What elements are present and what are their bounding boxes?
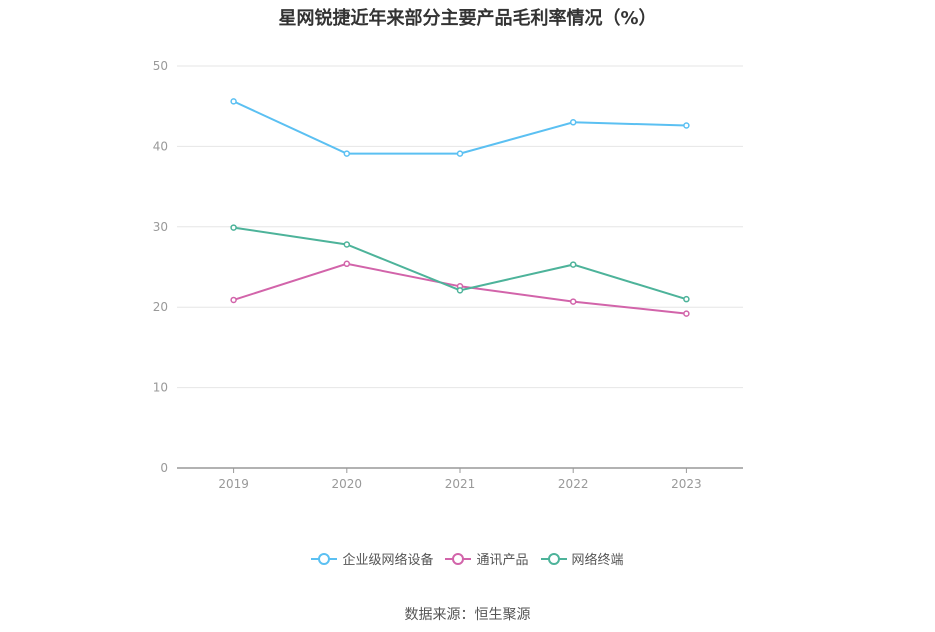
grid-lines (177, 65, 743, 389)
legend-item-1[interactable]: 企业级网络设备 (311, 549, 433, 568)
data-point (230, 224, 237, 231)
series-lines (230, 98, 690, 317)
data-point (683, 310, 690, 317)
legend-marker-icon (311, 552, 338, 565)
data-point (343, 260, 351, 268)
legend-label: 通讯产品 (476, 553, 529, 568)
y-axis-ticks: 0 10 20 30 40 50 (153, 59, 168, 475)
x-tick-label: 2023 (671, 477, 702, 491)
legend-item-3[interactable]: 网络终端 (540, 549, 624, 568)
data-point (343, 241, 351, 248)
y-tick-label: 50 (153, 59, 168, 73)
legend-label: 企业级网络设备 (342, 553, 434, 568)
legend-marker-icon (445, 552, 472, 565)
data-point (456, 287, 464, 294)
legend-marker-icon (540, 552, 567, 565)
y-tick-label: 0 (160, 461, 168, 475)
legend-label: 网络终端 (571, 553, 624, 568)
x-tick-label: 2019 (218, 477, 249, 491)
chart-title: 星网锐捷近年来部分主要产品毛利率情况（%） (278, 8, 657, 29)
data-point (569, 119, 577, 126)
series-line-1 (233, 100, 687, 155)
y-tick-label: 30 (153, 220, 168, 234)
data-point (343, 150, 351, 157)
data-point (230, 98, 237, 105)
data-point (683, 295, 690, 303)
data-point (683, 122, 690, 129)
x-axis: 2019 2020 2021 2022 2023 (177, 467, 743, 491)
data-point (569, 298, 577, 305)
data-source: 数据来源：恒生聚源 (404, 607, 531, 623)
x-tick-label: 2020 (332, 477, 363, 491)
x-tick-label: 2022 (558, 477, 589, 491)
y-tick-label: 10 (153, 381, 168, 395)
x-tick-label: 2021 (445, 477, 476, 491)
legend-item-2[interactable]: 通讯产品 (445, 549, 529, 568)
y-tick-label: 20 (153, 300, 168, 314)
data-point (230, 296, 237, 304)
data-point (569, 261, 577, 268)
y-tick-label: 40 (153, 139, 168, 153)
data-point (456, 150, 464, 157)
legend: 企业级网络设备 通讯产品 网络终端 (0, 549, 935, 568)
